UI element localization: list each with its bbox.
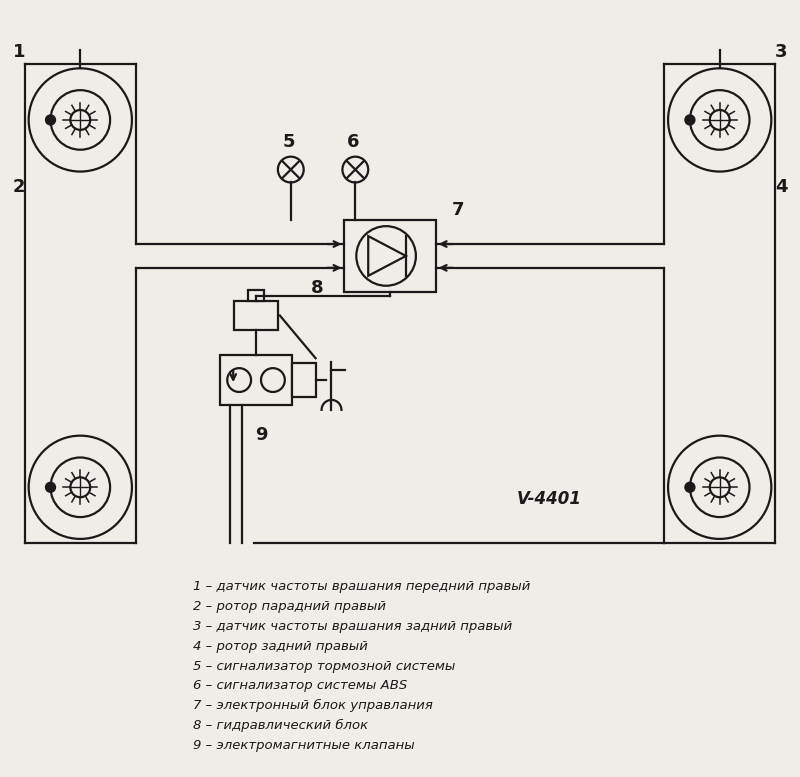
Text: 7 – электронный блок управлания: 7 – электронный блок управлания xyxy=(194,699,434,713)
Text: 3 – датчик частоты врашания задний правый: 3 – датчик частоты врашания задний правы… xyxy=(194,620,513,632)
Text: 2: 2 xyxy=(13,179,25,197)
Bar xyxy=(248,290,264,301)
Text: 9 – электромагнитные клапаны: 9 – электромагнитные клапаны xyxy=(194,739,415,752)
Text: 8: 8 xyxy=(311,279,324,297)
Text: 1: 1 xyxy=(13,44,25,61)
Text: 4: 4 xyxy=(775,179,787,197)
Circle shape xyxy=(685,483,695,493)
Circle shape xyxy=(685,115,695,125)
Circle shape xyxy=(46,115,55,125)
Text: 8 – гидравлический блок: 8 – гидравлический блок xyxy=(194,719,369,732)
Text: 4 – ротор задний правый: 4 – ротор задний правый xyxy=(194,639,368,653)
Text: V-4401: V-4401 xyxy=(517,490,582,508)
Text: 5: 5 xyxy=(282,133,295,151)
Bar xyxy=(345,220,436,291)
Text: 9: 9 xyxy=(254,426,267,444)
Text: 3: 3 xyxy=(775,44,787,61)
Text: 2 – ротор парадний правый: 2 – ротор парадний правый xyxy=(194,600,386,613)
Text: 6 – сигнализатор системы ABS: 6 – сигнализатор системы ABS xyxy=(194,679,408,692)
Bar xyxy=(220,355,292,405)
Text: 7: 7 xyxy=(451,201,464,219)
Bar xyxy=(234,301,278,330)
Text: 1 – датчик частоты врашания передний правый: 1 – датчик частоты врашания передний пра… xyxy=(194,580,531,593)
Circle shape xyxy=(46,483,55,493)
Text: 6: 6 xyxy=(347,133,359,151)
Text: 5 – сигнализатор тормозной системы: 5 – сигнализатор тормозной системы xyxy=(194,660,456,673)
Bar xyxy=(292,363,316,397)
